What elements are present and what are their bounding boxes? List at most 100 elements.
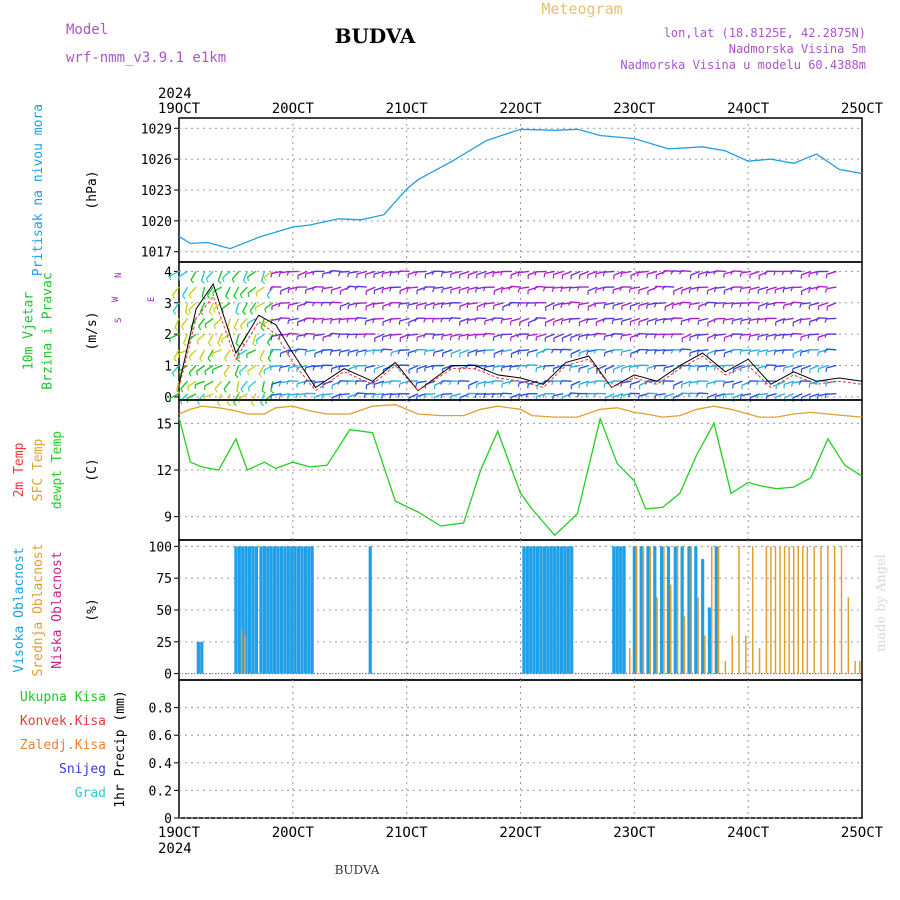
wind-barb	[493, 364, 504, 369]
high-cloud-bar	[615, 546, 619, 674]
high-cloud-bar	[241, 546, 245, 674]
wind-barb	[264, 270, 274, 278]
high-cloud-bar	[666, 546, 671, 674]
high-cloud-bar	[542, 546, 547, 674]
wind-barb	[247, 364, 257, 372]
wind-barb	[766, 393, 777, 397]
wind-barb	[484, 393, 495, 395]
wind-barb	[467, 302, 478, 305]
wind-barb	[213, 317, 223, 326]
high-cloud-bar	[234, 546, 238, 674]
x-tick-label-top: 21OCT	[386, 101, 429, 117]
wind-barb	[203, 393, 214, 399]
wind-barb-flag	[781, 334, 785, 339]
wind-barb	[493, 302, 504, 307]
wind-barb	[374, 286, 385, 291]
wind-barb	[288, 332, 299, 335]
wind-barb-flag	[782, 367, 785, 372]
wind-barb	[242, 271, 248, 281]
wind-barb-flag	[347, 273, 350, 278]
wind-barb	[433, 333, 444, 336]
wind-barb	[792, 269, 803, 273]
wind-barb-flag	[815, 286, 819, 291]
wind-barb	[741, 393, 752, 397]
wind-barb	[239, 286, 248, 295]
wind-barb	[801, 364, 812, 370]
wind-barb	[416, 364, 427, 370]
wind-barb-flag	[321, 319, 324, 324]
wind-barb	[732, 302, 743, 305]
wind-barb-flag	[696, 392, 699, 397]
wind-barb-flag	[593, 333, 597, 338]
wind-barb-flag	[748, 335, 751, 341]
wind-barb-flag	[533, 317, 537, 322]
wind-barb	[172, 302, 180, 312]
wind-barb	[613, 270, 624, 277]
wind-barb	[783, 317, 794, 321]
chart-title: BUDVA	[335, 24, 416, 48]
wind-barb-flag	[713, 318, 716, 323]
wind-barb-flag	[466, 304, 469, 309]
wind-barb	[459, 286, 470, 291]
compass-west-label: W	[111, 296, 121, 302]
wind-barb-flag	[203, 386, 206, 391]
wind-barb-flag	[559, 380, 563, 385]
wind-barb	[259, 349, 266, 360]
wind-barb	[519, 380, 530, 384]
wind-barb	[174, 318, 180, 328]
wind-barb-flag	[458, 336, 461, 341]
x-tick-labels-top: 19OCT 20OCT 21OCT 22OCT 23OCT 24OCT 25OCT	[158, 101, 884, 117]
wind-barb	[587, 317, 598, 321]
wind-barb	[279, 317, 291, 320]
wind-barb	[263, 364, 274, 371]
wind-barb-flag	[646, 304, 648, 309]
wind-barb	[181, 286, 189, 297]
series-side-label: Srednja Oblacnost	[31, 543, 46, 676]
wind-barb	[339, 393, 350, 396]
wind-barb-flag	[222, 277, 225, 282]
wind-barb	[502, 364, 513, 369]
wind-barb	[527, 363, 538, 367]
wind-barb-flag	[261, 280, 266, 284]
wind-barb	[570, 270, 581, 276]
wind-barb	[476, 349, 487, 353]
wind-barb-flag	[187, 386, 190, 391]
high-cloud-bar	[639, 546, 643, 674]
wind-barb	[233, 318, 240, 328]
wind-barb-flag	[620, 351, 623, 356]
high-cloud-bar	[687, 546, 691, 674]
wind-barb	[553, 286, 564, 289]
series-side-label: Niska Oblacnost	[50, 551, 65, 668]
wind-barb	[689, 302, 700, 306]
y-axis-label: (C)	[85, 458, 100, 481]
wind-barb-flag	[636, 333, 640, 338]
wind-barb	[536, 316, 547, 320]
wind-barb-flag	[560, 303, 563, 309]
wind-barb	[630, 317, 641, 323]
wind-speed-markers	[178, 295, 863, 392]
wind-barb-flag	[287, 320, 290, 325]
wind-barb-flag	[705, 366, 708, 371]
wind-barb-flag	[337, 380, 341, 385]
wind-barb-flag	[364, 351, 367, 356]
wind-barb	[527, 380, 538, 385]
wind-barb-flag	[791, 382, 793, 387]
wind-barb	[510, 270, 521, 276]
wind-barb-flag	[312, 366, 315, 371]
wind-barb-flag	[585, 319, 588, 324]
wind-barb	[225, 286, 231, 297]
wind-barb-flag	[213, 324, 217, 330]
wind-barb	[775, 349, 786, 352]
wind-barb	[740, 349, 752, 352]
wind-barb-flag	[688, 304, 691, 309]
year-bottom: 2024	[158, 841, 192, 857]
wind-barb	[271, 270, 282, 275]
wind-barb	[783, 364, 794, 369]
wind-barb	[171, 365, 180, 374]
wind-barb-flag	[195, 371, 199, 376]
wind-barb-flag	[235, 311, 240, 316]
series-side-label: Grad	[75, 786, 106, 801]
wind-barb	[732, 380, 743, 386]
wind-barb	[570, 380, 581, 386]
wind-barb	[247, 380, 257, 389]
